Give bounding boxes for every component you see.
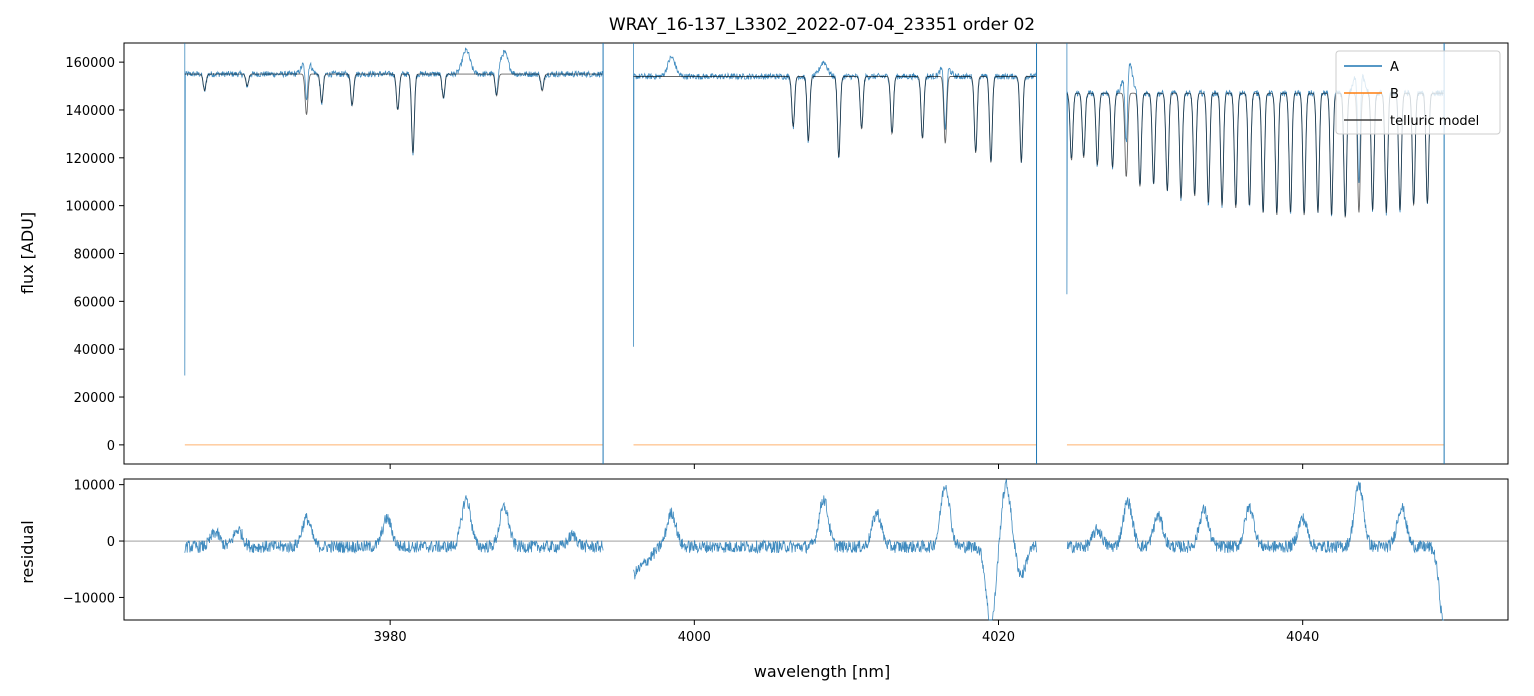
legend: A B telluric model	[1335, 50, 1501, 135]
legend-label-telluric: telluric model	[1390, 114, 1479, 129]
chart-title: WRAY_16-137_L3302_2022-07-04_23351 order…	[609, 15, 1035, 35]
flux-plot-frame	[123, 42, 1509, 465]
flux-ytick-label: 120000	[65, 152, 115, 167]
flux-ytick-label: 160000	[65, 56, 115, 71]
residual-plot-frame	[123, 478, 1509, 621]
flux-series	[184, 43, 1445, 464]
residual-xtick-label: 4000	[678, 630, 711, 645]
legend-label-a: A	[1390, 60, 1399, 75]
flux-ytick-label: 60000	[74, 295, 115, 310]
flux-ytick-label: 80000	[74, 248, 115, 263]
residual-xlabel: wavelength [nm]	[754, 662, 891, 681]
flux-axis-ticks: 0 20000 40000 60000 80000 100000 120000 140000 1…	[65, 56, 1304, 469]
telluric-model-line	[633, 76, 1037, 163]
residual-xtick-label: 3980	[374, 630, 407, 645]
residual-line	[633, 479, 1037, 621]
telluric-model-line	[184, 73, 604, 154]
series-a-line	[633, 43, 1037, 347]
residual-panel: −10000 0 10000 3980 4000 4020 4040 residual wa…	[18, 478, 1509, 681]
flux-ytick-label: 0	[107, 439, 115, 454]
residual-axis-ticks: −10000 0 10000 3980 4000 4020 4040	[63, 479, 1508, 645]
residual-ytick-label: 10000	[74, 479, 115, 494]
flux-panel: 0 20000 40000 60000 80000 100000 120000 140000 1…	[18, 42, 1509, 469]
flux-ytick-label: 100000	[65, 200, 115, 215]
residual-ytick-label: −10000	[63, 591, 115, 606]
flux-ytick-label: 140000	[65, 104, 115, 119]
flux-ytick-label: 40000	[74, 343, 115, 358]
flux-ylabel: flux [ADU]	[18, 212, 37, 294]
residual-xtick-label: 4020	[982, 630, 1015, 645]
series-a-line	[184, 43, 604, 376]
residual-line	[184, 495, 604, 554]
residual-ylabel: residual	[18, 520, 37, 583]
residual-xtick-label: 4040	[1286, 630, 1319, 645]
flux-ytick-label: 20000	[74, 391, 115, 406]
legend-frame	[1335, 50, 1501, 135]
residual-ytick-label: 0	[107, 535, 115, 550]
residual-series	[184, 479, 1445, 621]
legend-label-b: B	[1390, 87, 1399, 102]
residual-line	[1066, 480, 1445, 621]
